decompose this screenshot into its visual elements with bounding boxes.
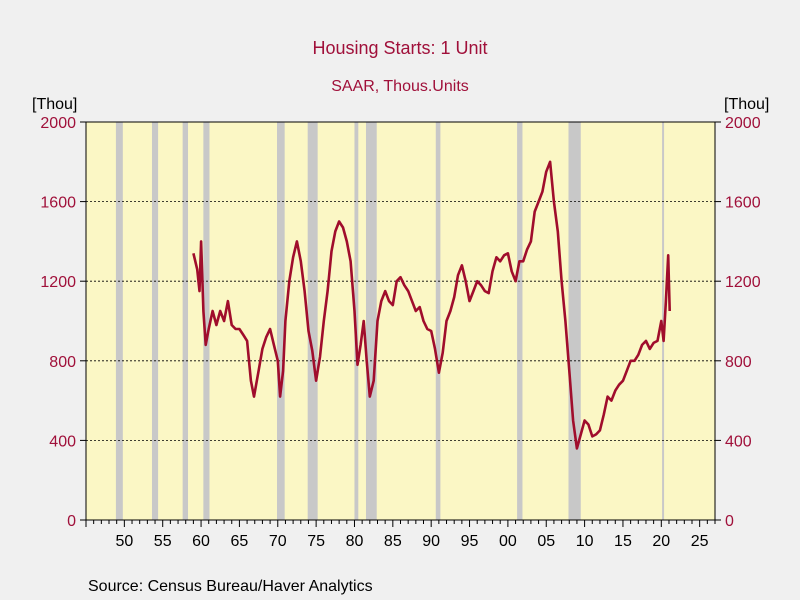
- recession-band: [307, 122, 318, 520]
- recession-band: [115, 122, 123, 520]
- y-tick-label-right: 0: [725, 513, 734, 530]
- x-tick-label: 15: [614, 533, 632, 550]
- y-tick-label-right: 2000: [725, 115, 761, 132]
- x-tick-label: 65: [231, 533, 249, 550]
- recession-band: [203, 122, 210, 520]
- x-tick-label: 60: [192, 533, 210, 550]
- y-tick-label-left: 2000: [40, 115, 76, 132]
- x-tick-label: 85: [384, 533, 402, 550]
- y-tick-label-right: 800: [725, 354, 752, 371]
- x-tick-label: 50: [115, 533, 133, 550]
- series-line-housing-starts: [192, 160, 671, 450]
- y-tick-label-left: 0: [67, 513, 76, 530]
- recession-band: [517, 122, 523, 520]
- y-tick-label-left: 800: [49, 354, 76, 371]
- y-tick-label-right: 400: [725, 433, 752, 450]
- x-tick-label: 55: [154, 533, 172, 550]
- source-note: Source: Census Bureau/Haver Analytics: [88, 578, 373, 595]
- chart-subtitle: SAAR, Thous.Units: [331, 78, 469, 95]
- x-tick-label: 70: [269, 533, 287, 550]
- x-tick-label: 05: [537, 533, 555, 550]
- x-tick-label: 95: [461, 533, 479, 550]
- recession-band: [277, 122, 285, 520]
- y-tick-label-left: 1600: [40, 195, 76, 212]
- recession-band: [662, 122, 665, 520]
- y-tick-label-right: 1600: [725, 195, 761, 212]
- y-tick-label-left: 400: [49, 433, 76, 450]
- x-tick-label: 80: [346, 533, 364, 550]
- recession-band: [354, 122, 359, 520]
- recession-band: [365, 122, 377, 520]
- x-tick-label: 20: [652, 533, 670, 550]
- y-axis-unit-right: [Thou]: [724, 96, 770, 113]
- y-tick-label-left: 1200: [40, 274, 76, 291]
- plot-area: [86, 122, 715, 520]
- recession-band: [151, 122, 159, 520]
- chart-title: Housing Starts: 1 Unit: [312, 38, 488, 58]
- x-tick-label: 75: [307, 533, 325, 550]
- y-tick-label-right: 1200: [725, 274, 761, 291]
- recession-band: [182, 122, 189, 520]
- recession-band: [568, 122, 581, 520]
- x-tick-label: 10: [576, 533, 594, 550]
- y-axis-unit-left: [Thou]: [32, 96, 78, 113]
- x-tick-label: 00: [499, 533, 517, 550]
- recession-band: [435, 122, 441, 520]
- x-tick-label: 90: [422, 533, 440, 550]
- x-tick-label: 25: [691, 533, 709, 550]
